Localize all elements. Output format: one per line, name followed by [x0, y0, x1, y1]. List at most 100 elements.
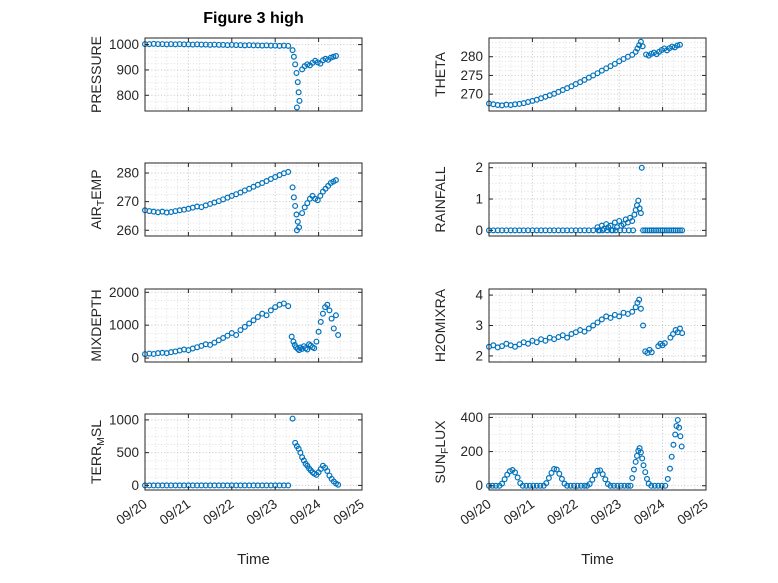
x-tick-label: 09/22 — [200, 496, 236, 528]
data-point — [602, 476, 609, 483]
data-point — [607, 482, 614, 489]
y-tick-label: 270 — [116, 194, 139, 209]
data-point — [533, 339, 540, 346]
x-tick-label: 09/24 — [631, 496, 668, 528]
y-tick-label: 280 — [116, 166, 139, 181]
data-point — [519, 482, 526, 489]
data-point — [285, 482, 292, 489]
data-point — [638, 164, 645, 171]
data-point — [311, 345, 318, 352]
data-point — [629, 217, 636, 224]
y-axis-label-terr-msl: TERRMSL — [88, 420, 107, 484]
data-point — [526, 482, 533, 489]
x-tick-label: 09/20 — [457, 496, 493, 528]
data-point — [304, 200, 311, 207]
y-tick-label: 1000 — [109, 318, 139, 333]
data-point — [639, 43, 646, 50]
x-tick-label: 09/22 — [544, 496, 580, 528]
y-tick-label: 0 — [131, 478, 139, 493]
data-point — [556, 470, 563, 477]
data-point — [224, 332, 231, 339]
data-point — [501, 476, 508, 483]
data-point — [655, 482, 662, 489]
data-point — [627, 482, 634, 489]
data-point — [319, 310, 326, 317]
data-point — [211, 339, 218, 346]
data-point — [676, 227, 683, 234]
y-tick-label: 900 — [116, 62, 139, 77]
y-tick-label: 4 — [475, 288, 483, 303]
data-point — [629, 308, 636, 315]
subplot-theta: 270 275 280 THETA — [432, 37, 707, 112]
data-point — [621, 482, 628, 489]
axes-box — [144, 413, 363, 491]
data-point — [290, 53, 297, 60]
y-axis-label-mixdepth: MIXDEPTH — [88, 289, 104, 361]
data-point — [330, 325, 337, 332]
data-point — [558, 475, 565, 482]
y-tick-label: 200 — [460, 444, 483, 459]
y-tick-label: 0 — [475, 223, 483, 238]
y-tick-label: 2 — [475, 160, 483, 175]
data-point — [314, 197, 321, 204]
data-point — [585, 325, 592, 332]
data-point — [296, 97, 303, 104]
y-tick-label: 500 — [116, 445, 139, 460]
data-point — [664, 475, 671, 482]
data-point — [574, 482, 581, 489]
data-point — [633, 452, 640, 459]
y-tick-label: 1 — [475, 192, 483, 207]
data-point — [589, 476, 596, 483]
data-point — [617, 482, 624, 489]
data-point — [611, 60, 618, 67]
data-point — [523, 482, 530, 489]
plot-area — [145, 163, 362, 236]
data-point — [280, 300, 287, 307]
x-tick-label: 09/25 — [674, 496, 710, 528]
y-tick-label: 800 — [116, 88, 139, 103]
data-point — [292, 202, 299, 209]
xlabel-left: Time — [237, 551, 270, 568]
data-point — [313, 338, 320, 345]
y-tick-label: 260 — [116, 223, 139, 238]
data-point — [599, 471, 606, 478]
y-tick-label: 270 — [460, 87, 483, 102]
data-point — [215, 337, 222, 344]
y-axis-label-pressure: PRESSURE — [88, 36, 104, 113]
data-point — [630, 466, 637, 473]
data-point — [674, 42, 681, 49]
axes-box — [144, 162, 363, 237]
data-point — [678, 443, 685, 450]
data-point — [676, 41, 683, 48]
data-point — [237, 327, 244, 334]
data-point — [530, 482, 537, 489]
subplot-sun-flux: 09/20 09/21 09/22 09/23 09/24 09/25 0 200 400 SUN… — [432, 410, 711, 528]
data-point — [581, 482, 588, 489]
axes-box — [144, 37, 363, 112]
x-tick-label: 09/21 — [157, 496, 193, 528]
y-tick-label: 275 — [460, 68, 483, 83]
data-point — [332, 177, 339, 184]
data-point — [293, 227, 300, 234]
data-point — [564, 482, 571, 489]
data-point — [537, 482, 544, 489]
y-tick-label: 3 — [475, 318, 483, 333]
data-point — [326, 307, 333, 314]
x-tick-label: 09/24 — [287, 496, 324, 528]
data-point — [499, 480, 506, 487]
data-point — [293, 69, 300, 76]
data-point — [290, 194, 297, 201]
data-point — [293, 211, 300, 218]
data-point — [581, 328, 588, 335]
subplot-h2omixra: 2 3 4 H2OMIXRA — [432, 288, 707, 363]
data-point — [545, 475, 552, 482]
data-point — [637, 210, 644, 217]
data-point — [666, 465, 673, 472]
data-point — [598, 316, 605, 323]
data-point — [651, 482, 658, 489]
data-point — [661, 340, 668, 347]
data-point — [586, 481, 593, 488]
data-point — [679, 227, 686, 234]
